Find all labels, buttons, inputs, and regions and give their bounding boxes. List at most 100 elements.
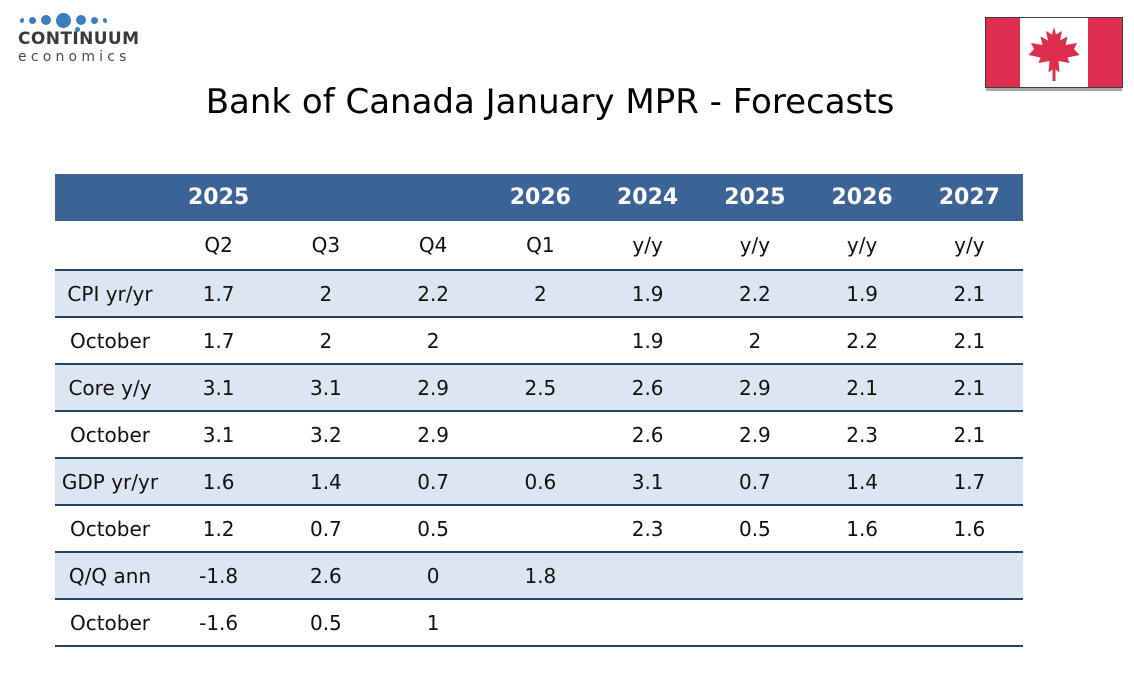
table-cell: 0.7 bbox=[738, 469, 771, 494]
year-header-2025: 2025 bbox=[188, 185, 250, 210]
table-cell bbox=[809, 599, 916, 646]
table-cell: 2 bbox=[319, 281, 333, 306]
row-label: Q/Q ann bbox=[68, 563, 152, 588]
row-label: GDP yr/yr bbox=[61, 469, 159, 494]
table-cell: 2 bbox=[748, 328, 762, 353]
period-header-empty bbox=[55, 221, 165, 270]
table-row: CPI yr/yr 1.7 2 2.2 2 1.9 2.2 1.9 2.1 bbox=[55, 270, 1023, 317]
table-cell: 0.7 bbox=[309, 516, 342, 541]
logo-dots-icon bbox=[19, 12, 139, 32]
period-header-yy: y/y bbox=[846, 233, 878, 257]
table-cell: 2 bbox=[319, 328, 333, 353]
table-cell: 0.5 bbox=[309, 610, 342, 635]
table-cell: 2.1 bbox=[846, 375, 879, 400]
table-cell bbox=[487, 317, 594, 364]
table-year-row: 2025 2026 2024 2025 2026 2027 bbox=[55, 174, 1023, 221]
table-cell: 2 bbox=[426, 328, 440, 353]
table-cell: 1.6 bbox=[202, 469, 235, 494]
table-cell: 2.9 bbox=[417, 422, 450, 447]
table-cell: 2.1 bbox=[953, 281, 986, 306]
table-cell: 1.7 bbox=[202, 328, 235, 353]
logo-subtitle: economics bbox=[18, 48, 131, 65]
table-row: October 1.2 0.7 0.5 2.3 0.5 1.6 1.6 bbox=[55, 505, 1023, 552]
year-header-empty bbox=[272, 174, 379, 221]
table-cell: 1 bbox=[426, 610, 440, 635]
table-cell bbox=[916, 552, 1023, 599]
table-cell: 0 bbox=[426, 563, 440, 588]
table-cell: 2.1 bbox=[953, 328, 986, 353]
table-cell: 1.9 bbox=[846, 281, 879, 306]
table-cell: 2.2 bbox=[846, 328, 879, 353]
table-cell: 3.1 bbox=[631, 469, 664, 494]
maple-leaf-icon bbox=[1028, 26, 1080, 81]
table-row: Core y/y 3.1 3.1 2.9 2.5 2.6 2.9 2.1 2.1 bbox=[55, 364, 1023, 411]
year-header-2024: 2024 bbox=[617, 185, 679, 210]
period-header-Q2: Q2 bbox=[204, 233, 233, 257]
row-label: October bbox=[69, 328, 151, 353]
table-cell: 2.6 bbox=[309, 563, 342, 588]
flag-right-band bbox=[1088, 18, 1122, 87]
table-cell bbox=[594, 552, 701, 599]
table-cell: 2.9 bbox=[738, 422, 771, 447]
table-cell bbox=[916, 599, 1023, 646]
logo-wordmark: CONTINUUM bbox=[18, 29, 140, 49]
year-header-2027: 2027 bbox=[938, 185, 1000, 210]
table-cell: 2.5 bbox=[524, 375, 557, 400]
table-body: CPI yr/yr 1.7 2 2.2 2 1.9 2.2 1.9 2.1 October 1.7 2… bbox=[55, 270, 1023, 646]
table-cell: 2.3 bbox=[846, 422, 879, 447]
table-cell bbox=[487, 599, 594, 646]
table-cell: 2.9 bbox=[417, 375, 450, 400]
table-cell: 2.6 bbox=[631, 422, 664, 447]
canada-flag bbox=[985, 17, 1123, 88]
table-cell: 0.7 bbox=[417, 469, 450, 494]
table-cell bbox=[487, 505, 594, 552]
row-label: October bbox=[69, 422, 151, 447]
page-title: Bank of Canada January MPR - Forecasts bbox=[205, 82, 895, 122]
table-cell: -1.8 bbox=[199, 563, 239, 588]
year-header-empty bbox=[55, 174, 165, 221]
table-row: Q/Q ann -1.8 2.6 0 1.8 bbox=[55, 552, 1023, 599]
row-label: October bbox=[69, 610, 151, 635]
row-label: October bbox=[69, 516, 151, 541]
table-cell bbox=[701, 599, 808, 646]
table-cell: 1.4 bbox=[309, 469, 342, 494]
table-cell: 1.4 bbox=[846, 469, 879, 494]
period-header-Q1: Q1 bbox=[526, 233, 555, 257]
year-header-2025: 2025 bbox=[724, 185, 786, 210]
table-cell: 2.3 bbox=[631, 516, 664, 541]
year-header-2026: 2026 bbox=[509, 185, 571, 210]
table-cell: 0.6 bbox=[524, 469, 557, 494]
year-header-2026: 2026 bbox=[831, 185, 893, 210]
table-row: October 3.1 3.2 2.9 2.6 2.9 2.3 2.1 bbox=[55, 411, 1023, 458]
table-cell: 1.8 bbox=[524, 563, 557, 588]
table-cell: 0.5 bbox=[738, 516, 771, 541]
table-cell bbox=[701, 552, 808, 599]
table-cell: 1.6 bbox=[846, 516, 879, 541]
table-cell: 3.1 bbox=[202, 422, 235, 447]
table-cell: 3.1 bbox=[202, 375, 235, 400]
table-cell: 3.1 bbox=[309, 375, 342, 400]
table-cell bbox=[487, 411, 594, 458]
period-header-yy: y/y bbox=[739, 233, 771, 257]
flag-left-band bbox=[986, 18, 1020, 87]
table-cell: 2.6 bbox=[631, 375, 664, 400]
period-header-Q3: Q3 bbox=[311, 233, 341, 257]
table-cell: 2.1 bbox=[953, 375, 986, 400]
row-label: CPI yr/yr bbox=[67, 281, 153, 306]
table-cell bbox=[809, 552, 916, 599]
table-cell: 2 bbox=[534, 281, 547, 306]
flag-center-panel bbox=[1020, 18, 1088, 87]
year-header-empty bbox=[380, 174, 487, 221]
table-cell: 1.6 bbox=[953, 516, 986, 541]
forecast-table: 2025 2026 2024 2025 2026 2027 Q2 Q3 Q4 Q1 y/y y/y y… bbox=[55, 174, 1023, 647]
table-cell: 1.9 bbox=[631, 328, 664, 353]
table-cell: 2.1 bbox=[953, 422, 986, 447]
table-cell: 1.2 bbox=[202, 516, 235, 541]
table-cell: 1.9 bbox=[631, 281, 664, 306]
table-cell: 0.5 bbox=[417, 516, 450, 541]
table-cell: 2.2 bbox=[738, 281, 771, 306]
table-row: October -1.6 0.5 1 bbox=[55, 599, 1023, 646]
period-header-yy: y/y bbox=[632, 233, 663, 257]
table-cell: -1.6 bbox=[199, 610, 239, 635]
